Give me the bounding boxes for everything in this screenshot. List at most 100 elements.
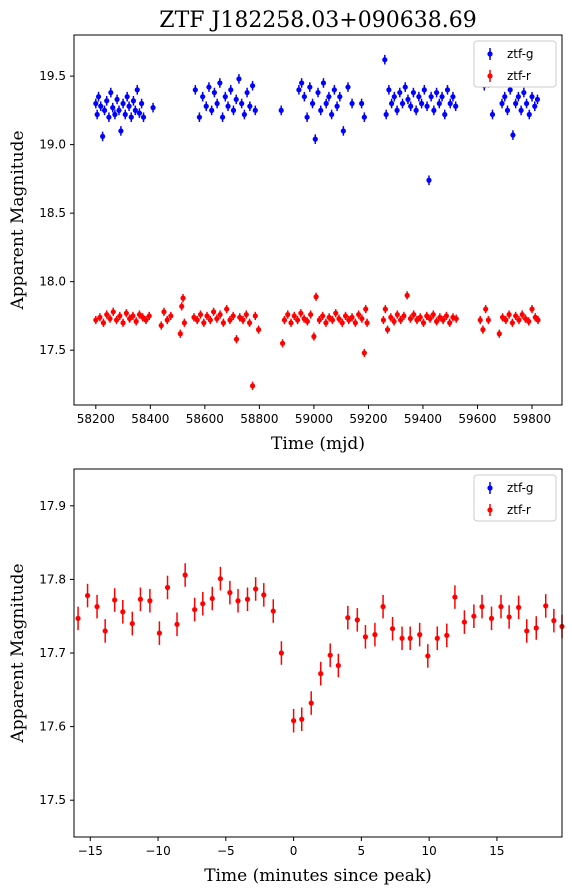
chart-top: ZTF J182258.03+090638.69 58200 58400 58600… <box>8 8 563 454</box>
data-point-ztf-r <box>327 652 333 658</box>
data-point-ztf-r <box>359 316 365 322</box>
data-point-ztf-r <box>137 596 144 602</box>
data-point-ztf-r <box>382 306 388 312</box>
data-point-ztf-g <box>93 100 99 107</box>
data-point-ztf-r <box>207 317 213 323</box>
data-point-ztf-r <box>453 316 459 322</box>
x-tick-label: 5 <box>358 844 366 858</box>
data-point-ztf-r <box>452 594 458 600</box>
data-point-ztf-r <box>147 598 153 604</box>
data-point-ztf-g <box>211 89 218 96</box>
data-point-ztf-g <box>320 80 327 86</box>
data-point-ztf-r <box>201 320 207 326</box>
data-point-ztf-g <box>397 89 403 96</box>
data-point-ztf-r <box>434 635 440 641</box>
data-point-ztf-r <box>399 635 405 641</box>
data-point-ztf-g <box>95 94 102 100</box>
data-point-ztf-g <box>132 107 138 113</box>
data-point-ztf-g <box>334 103 340 109</box>
data-point-ztf-r <box>433 318 440 325</box>
data-point-ztf-g <box>307 84 313 90</box>
data-point-ztf-r <box>112 597 118 603</box>
data-point-ztf-r <box>204 313 210 319</box>
data-point-ztf-g <box>110 105 116 111</box>
data-point-ztf-g <box>150 105 156 111</box>
data-point-ztf-g <box>489 111 496 118</box>
x-tick-label: 58200 <box>77 412 115 426</box>
data-point-ztf-g <box>436 100 442 107</box>
data-point-ztf-g <box>106 114 112 120</box>
data-point-ztf-r <box>394 311 400 318</box>
data-point-ztf-g <box>510 132 516 138</box>
data-point-ztf-r <box>197 311 204 318</box>
data-point-ztf-g <box>299 80 305 86</box>
data-point-ztf-g <box>278 107 284 113</box>
data-point-ztf-r <box>200 601 206 607</box>
data-point-ztf-g <box>361 114 367 120</box>
data-point-ztf-r <box>404 292 410 298</box>
data-point-ztf-g <box>241 111 247 118</box>
data-point-ztf-g <box>309 100 316 107</box>
data-point-ztf-r <box>411 311 417 318</box>
legend-marker <box>487 73 493 79</box>
data-point-ztf-r <box>316 317 322 323</box>
data-point-ztf-r <box>354 617 360 623</box>
x-tick-label: 59200 <box>349 412 387 426</box>
data-point-ztf-g <box>389 100 395 107</box>
data-point-ztf-g <box>108 89 114 96</box>
data-point-ztf-r <box>294 317 301 323</box>
data-point-ztf-r <box>281 317 288 323</box>
data-marks <box>75 563 565 733</box>
data-point-ztf-r <box>391 318 397 325</box>
data-point-ztf-r <box>110 309 116 315</box>
data-point-ztf-g <box>315 89 321 96</box>
data-point-ztf-r <box>444 632 450 638</box>
data-point-ztf-r <box>380 317 387 323</box>
y-tick-label: 17.9 <box>39 499 66 513</box>
data-point-ztf-g <box>408 103 414 109</box>
y-axis: 17.5 17.6 17.7 17.8 17.9 <box>39 499 74 807</box>
data-point-ztf-r <box>84 592 91 599</box>
data-point-ztf-g <box>222 94 228 100</box>
data-point-ztf-r <box>336 316 342 322</box>
data-point-ztf-r <box>342 313 349 319</box>
data-point-ztf-g <box>444 87 451 93</box>
data-point-ztf-r <box>210 309 217 315</box>
data-point-ztf-g <box>304 114 310 120</box>
data-point-ztf-r <box>209 595 215 602</box>
data-point-ztf-r <box>461 619 467 625</box>
data-point-ztf-r <box>278 650 284 656</box>
data-point-ztf-g <box>502 94 508 100</box>
x-tick-label: 0 <box>290 844 298 858</box>
data-point-ztf-r <box>361 350 367 356</box>
data-point-ztf-r <box>288 320 294 326</box>
data-point-ztf-g <box>399 100 406 107</box>
data-point-ztf-g <box>209 107 215 113</box>
data-point-ztf-g <box>140 114 147 120</box>
data-point-ztf-g <box>225 103 231 109</box>
data-point-ztf-r <box>362 634 369 640</box>
data-point-ztf-g <box>340 128 346 134</box>
data-point-ztf-r <box>533 625 539 631</box>
data-point-ztf-g <box>196 114 203 120</box>
data-point-ztf-r <box>388 314 394 320</box>
data-point-ztf-g <box>424 103 430 109</box>
data-point-ztf-g <box>405 96 411 103</box>
data-point-ztf-r <box>364 320 370 326</box>
chart-bottom: −15 −10 −5 0 5 10 15 17.5 17.6 17.7 17.8 17.9 Time… <box>8 468 565 886</box>
plot-frame <box>73 34 563 406</box>
data-point-ztf-g <box>217 80 223 86</box>
data-point-ztf-r <box>417 314 423 320</box>
data-point-ztf-g <box>192 87 198 93</box>
data-point-ztf-r <box>230 313 236 319</box>
data-point-ztf-r <box>240 317 246 323</box>
data-point-ztf-g <box>428 94 434 100</box>
data-point-ztf-g <box>236 76 242 82</box>
data-point-ztf-g <box>416 94 422 100</box>
data-point-ztf-g <box>312 136 318 142</box>
data-point-ztf-r <box>323 320 329 326</box>
data-point-ztf-r <box>488 615 495 622</box>
data-point-ztf-g <box>94 111 100 118</box>
data-point-ztf-g <box>413 107 419 113</box>
data-point-ztf-r <box>255 327 262 333</box>
